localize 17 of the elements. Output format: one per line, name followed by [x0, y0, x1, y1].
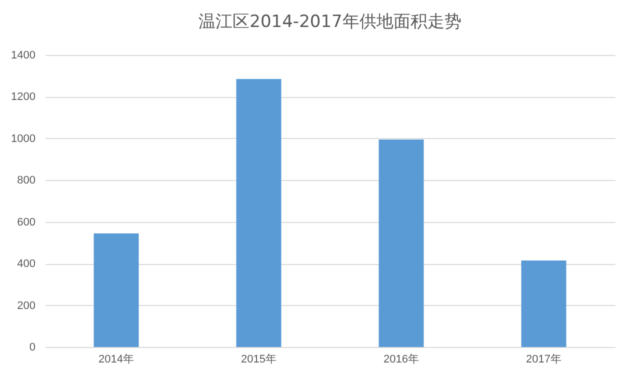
y-tick-label: 1000 [11, 132, 36, 145]
y-tick-label: 800 [17, 174, 36, 187]
x-tick-label: 2017年 [526, 354, 562, 366]
x-tick-label: 2015年 [241, 354, 276, 366]
bar [236, 78, 282, 347]
y-tick-label: 1400 [11, 50, 36, 62]
chart-title: 温江区2014-2017年供地面积走势 [198, 12, 462, 32]
x-tick-label: 2014年 [98, 354, 134, 366]
y-tick-label: 600 [17, 216, 36, 228]
bar [378, 139, 424, 347]
y-tick-label: 1200 [11, 91, 36, 104]
bar [521, 260, 566, 347]
y-tick-label: 200 [17, 300, 36, 312]
y-tick-label: 400 [17, 258, 36, 270]
y-tick-label: 0 [29, 342, 36, 354]
x-tick-label: 2016年 [384, 354, 419, 366]
bar [94, 233, 139, 347]
